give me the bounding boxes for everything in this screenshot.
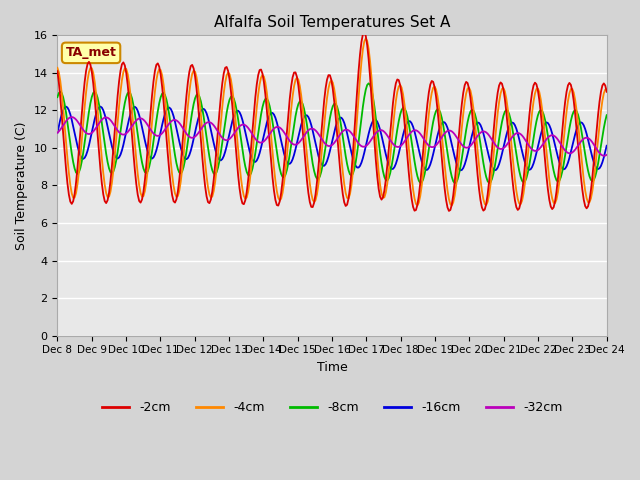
Legend: -2cm, -4cm, -8cm, -16cm, -32cm: -2cm, -4cm, -8cm, -16cm, -32cm	[97, 396, 568, 419]
Y-axis label: Soil Temperature (C): Soil Temperature (C)	[15, 121, 28, 250]
Title: Alfalfa Soil Temperatures Set A: Alfalfa Soil Temperatures Set A	[214, 15, 450, 30]
Text: TA_met: TA_met	[66, 47, 116, 60]
X-axis label: Time: Time	[317, 361, 348, 374]
